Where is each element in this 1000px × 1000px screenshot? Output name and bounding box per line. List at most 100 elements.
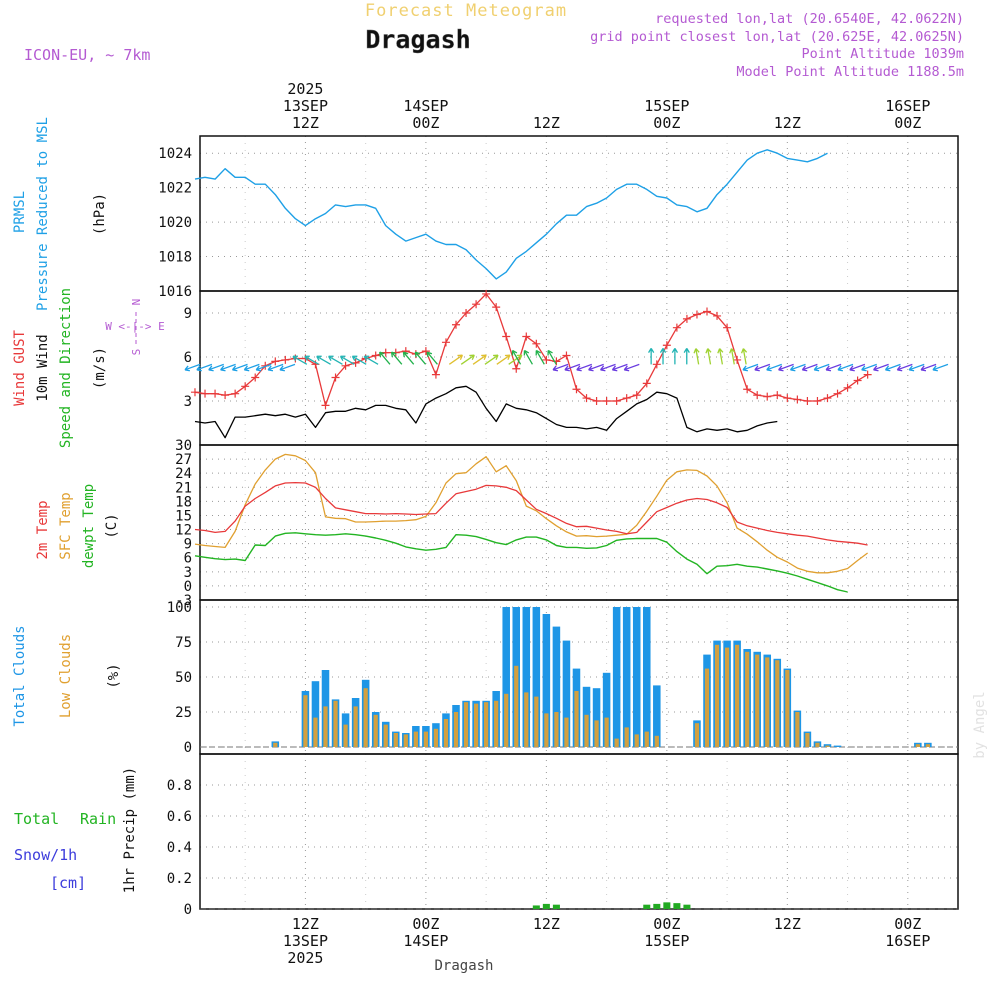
low-cloud-bar <box>353 706 358 747</box>
low-cloud-bar <box>373 714 378 747</box>
watermark: by Angel <box>972 691 988 758</box>
rain-bar <box>673 903 681 909</box>
gust-marker <box>221 391 230 400</box>
bottom-time-label: 13SEP <box>283 932 328 950</box>
top-time-label: 14SEP <box>403 97 448 115</box>
y-tick-label-clouds: 50 <box>175 670 192 686</box>
low-cloud-bar <box>524 692 529 747</box>
low-cloud-bar <box>504 693 509 747</box>
pressure-unit: (hPa) <box>92 193 108 235</box>
wind-direction-arrow <box>671 347 679 365</box>
total-cloud-bar <box>592 688 601 747</box>
wind-direction-arrow <box>426 351 438 365</box>
wind-direction-arrow <box>908 363 925 372</box>
point-altitude: Point Altitude 1039m <box>801 46 964 62</box>
y-tick-label-clouds: 75 <box>175 635 192 651</box>
low-cloud-bar <box>463 702 469 747</box>
top-time-label: 13SEP <box>283 97 328 115</box>
low-cloud-bar <box>775 660 780 747</box>
y-tick-label-clouds: 25 <box>175 705 192 721</box>
footer-location: Dragash <box>434 958 493 974</box>
y-tick-label-temperature: 21 <box>175 480 192 496</box>
gust-marker <box>823 394 832 403</box>
wind-direction-arrow <box>659 347 667 365</box>
sfc-temp-line <box>194 453 868 574</box>
top-time-label: 15SEP <box>644 97 689 115</box>
wind-direction-arrow <box>801 363 818 372</box>
low-cloud-bar <box>534 696 539 747</box>
gust-marker <box>542 355 551 364</box>
gust-marker <box>612 397 621 405</box>
top-time-label: 00Z <box>412 114 439 132</box>
wind-direction-arrow <box>825 363 842 372</box>
wind-direction-arrow <box>920 363 937 372</box>
total-cloud-bar <box>653 685 661 747</box>
wind-direction-arrow <box>742 363 759 372</box>
y-tick-label-precip: 0.8 <box>167 778 192 794</box>
gust-marker <box>692 310 701 319</box>
total-cloud-bar <box>532 607 541 747</box>
gust-marker <box>462 309 471 317</box>
low-cloud-bar <box>403 734 408 747</box>
wind-direction-arrow <box>849 363 866 372</box>
wind-direction-arrow <box>379 351 391 365</box>
gust-marker <box>321 401 330 410</box>
low-cloud-bar <box>484 702 489 747</box>
wind-direction-arrow <box>196 363 213 372</box>
wind-direction-arrow <box>766 363 782 372</box>
wind-direction-label: Speed and Direction <box>58 288 74 448</box>
gust-marker <box>763 392 772 401</box>
bottom-time-label: 12Z <box>292 915 319 933</box>
wind-direction-arrow <box>484 354 499 365</box>
low-cloud-bar <box>594 720 599 747</box>
rain-bar <box>683 904 691 909</box>
gust-marker <box>271 357 280 366</box>
gust-marker <box>492 303 501 312</box>
bottom-time-label: 00Z <box>653 915 680 933</box>
wind-direction-arrow <box>789 363 806 372</box>
wind-direction-arrow <box>255 363 272 372</box>
low-cloud-bar <box>574 691 579 747</box>
total-cloud-bar <box>522 607 531 747</box>
low-cloud-bar <box>805 733 810 747</box>
wind-direction-arrow <box>729 348 736 365</box>
gust-marker <box>622 394 631 403</box>
wind-direction-arrow <box>231 363 248 372</box>
low-cloud-bar <box>273 742 278 747</box>
wind-direction-arrow <box>778 363 794 372</box>
y-tick-label-wind: 9 <box>184 306 192 322</box>
wind-direction-arrow <box>508 354 523 365</box>
low-cloud-bar <box>785 670 790 747</box>
low-cloud-bar <box>714 644 720 747</box>
top-time-label: 12Z <box>292 114 319 132</box>
model-point-altitude: Model Point Altitude 1188.5m <box>736 64 964 80</box>
gust-marker <box>341 361 350 370</box>
gust-marker <box>532 339 541 348</box>
low-cloud-bar <box>544 713 549 747</box>
wind-direction-arrow <box>896 363 913 372</box>
wind-direction-arrow <box>693 348 700 365</box>
gust-marker <box>231 389 240 398</box>
low-cloud-bar <box>755 654 760 747</box>
compass-south: S <box>130 349 143 356</box>
rain-bar <box>552 904 560 909</box>
gust-marker <box>452 320 461 329</box>
snow-unit-label: [cm] <box>50 874 86 892</box>
total-cloud-bar <box>612 607 621 747</box>
wind-direction-arrow <box>472 354 487 365</box>
top-time-label: 2025 <box>287 80 323 98</box>
gust-marker <box>371 351 380 360</box>
wind-direction-arrow <box>717 348 724 365</box>
bottom-time-label: 16SEP <box>885 932 930 950</box>
total-cloud-bar <box>643 607 651 747</box>
temp-label: 2m Temp <box>35 500 51 559</box>
gust-marker <box>562 351 571 360</box>
gust-marker <box>602 397 611 405</box>
gust-marker <box>251 373 260 382</box>
gust-marker <box>441 338 450 347</box>
gust-marker <box>201 389 210 398</box>
low-cloud-bar <box>313 717 318 747</box>
low-cloud-bar <box>333 700 338 747</box>
gust-marker <box>582 394 591 403</box>
